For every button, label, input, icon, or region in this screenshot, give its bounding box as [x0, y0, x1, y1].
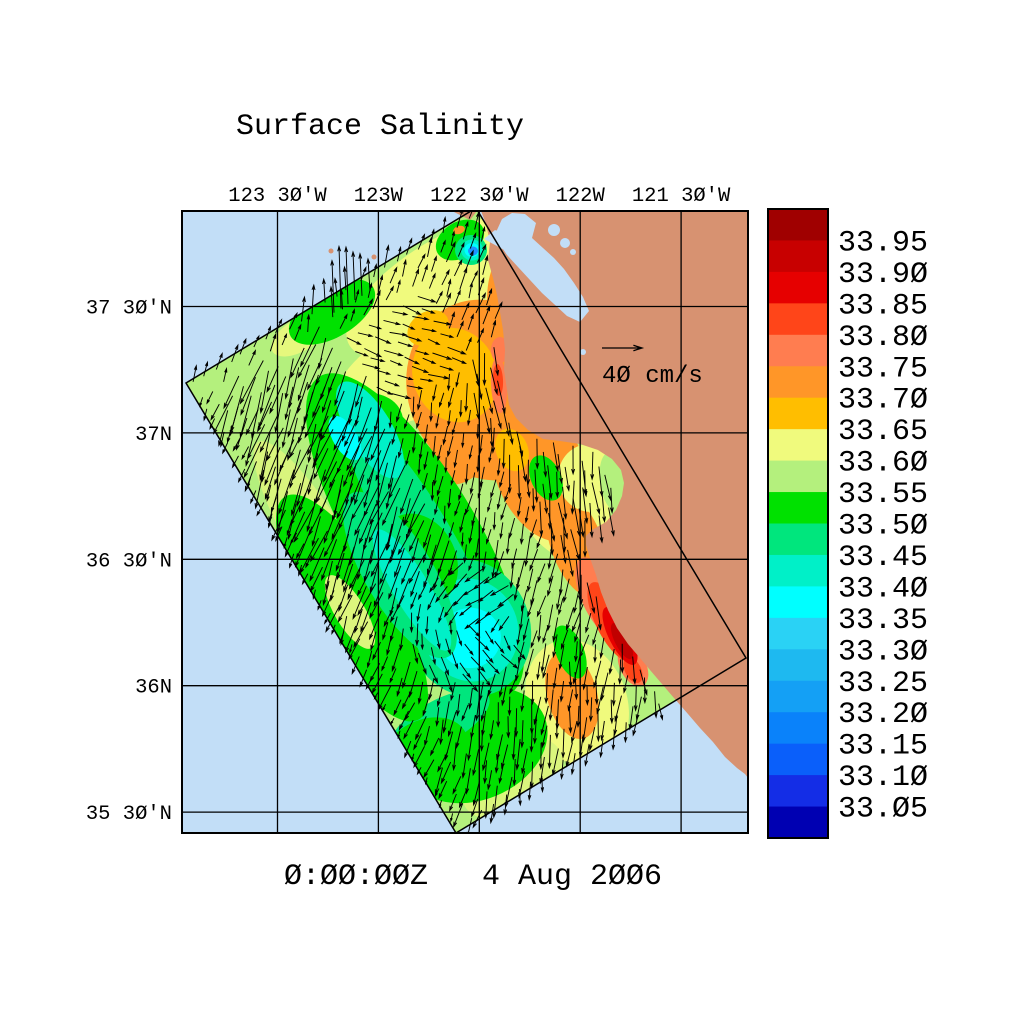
svg-text:121 3Ø'W: 121 3Ø'W [632, 185, 731, 208]
svg-text:4Ø cm/s: 4Ø cm/s [602, 363, 703, 390]
svg-text:33.Ø5: 33.Ø5 [838, 793, 928, 827]
svg-text:36N: 36N [135, 677, 172, 700]
svg-text:33.95: 33.95 [838, 226, 928, 260]
svg-text:33.25: 33.25 [838, 667, 928, 701]
svg-text:123W: 123W [354, 185, 404, 208]
svg-text:123 3Ø'W: 123 3Ø'W [228, 185, 327, 208]
svg-text:33.6Ø: 33.6Ø [838, 447, 928, 481]
svg-text:33.85: 33.85 [838, 289, 928, 323]
svg-text:37N: 37N [135, 424, 172, 447]
svg-text:36 3Ø'N: 36 3Ø'N [86, 550, 172, 573]
svg-text:33.3Ø: 33.3Ø [838, 635, 928, 669]
svg-text:33.5Ø: 33.5Ø [838, 510, 928, 544]
svg-text:33.7Ø: 33.7Ø [838, 384, 928, 418]
svg-text:Ø:ØØ:ØØZ: Ø:ØØ:ØØZ [284, 860, 428, 894]
svg-text:33.45: 33.45 [838, 541, 928, 575]
svg-text:33.2Ø: 33.2Ø [838, 698, 928, 732]
svg-text:37 3Ø'N: 37 3Ø'N [86, 298, 172, 321]
svg-text:33.4Ø: 33.4Ø [838, 572, 928, 606]
svg-text:122W: 122W [556, 185, 606, 208]
svg-text:4 Aug 2ØØ6: 4 Aug 2ØØ6 [482, 860, 662, 894]
svg-text:33.65: 33.65 [838, 415, 928, 449]
svg-text:33.15: 33.15 [838, 730, 928, 764]
svg-text:33.8Ø: 33.8Ø [838, 321, 928, 355]
svg-text:Surface Salinity: Surface Salinity [236, 110, 524, 144]
svg-text:33.9Ø: 33.9Ø [838, 258, 928, 292]
svg-text:33.1Ø: 33.1Ø [838, 761, 928, 795]
svg-text:33.35: 33.35 [838, 604, 928, 638]
svg-text:33.55: 33.55 [838, 478, 928, 512]
svg-text:35 3Ø'N: 35 3Ø'N [86, 803, 172, 826]
svg-text:122 3Ø'W: 122 3Ø'W [430, 185, 529, 208]
svg-text:33.75: 33.75 [838, 352, 928, 386]
